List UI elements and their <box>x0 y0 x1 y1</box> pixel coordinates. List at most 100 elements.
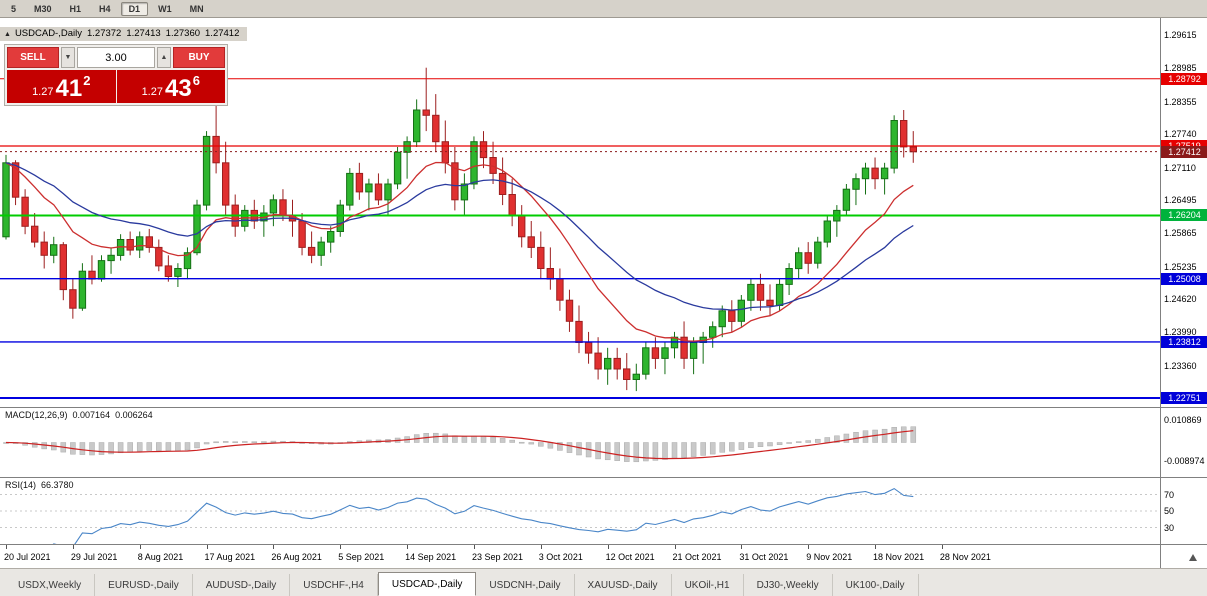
macd-name: MACD(12,26,9) <box>5 410 68 420</box>
date-tick <box>273 545 275 549</box>
axis-separator <box>1161 477 1207 478</box>
timeframe-toolbar: 5 M30 H1 H4 D1 W1 MN <box>0 0 1207 18</box>
date-label: 21 Oct 2021 <box>672 552 722 562</box>
timeframe-button-h1[interactable]: H1 <box>69 3 82 14</box>
date-label: 26 Aug 2021 <box>271 552 322 562</box>
macd-label: MACD(12,26,9) 0.007164 0.006264 <box>5 410 158 420</box>
rsi-panel[interactable]: RSI(14) 66.3780 <box>0 478 1160 545</box>
price-axis-label: 1.26495 <box>1164 195 1197 206</box>
date-tick <box>808 545 810 549</box>
rsi-axis-label: 70 <box>1164 489 1175 500</box>
macd-chart-canvas <box>3 426 917 463</box>
rsi-chart-canvas <box>0 487 1160 544</box>
price-axis-label: 1.23990 <box>1164 327 1197 338</box>
macd-panel[interactable]: MACD(12,26,9) 0.007164 0.006264 <box>0 408 1160 478</box>
volume-increase-icon[interactable]: ▲ <box>157 47 171 68</box>
timeframe-button-mn[interactable]: MN <box>189 3 204 14</box>
volume-decrease-icon[interactable]: ▼ <box>61 47 75 68</box>
price-tag-1-23812: 1.23812 <box>1161 335 1207 348</box>
tab-xauusd-daily[interactable]: XAUUSD-,Daily <box>575 574 672 596</box>
date-tick <box>674 545 676 549</box>
symbol-tabbar: USDX,Weekly EURUSD-,Daily AUDUSD-,Daily USD… <box>0 568 1207 596</box>
tab-dj30-weekly[interactable]: DJ30-,Weekly <box>744 574 833 596</box>
timeframe-button-h4[interactable]: H4 <box>99 3 111 14</box>
date-tick <box>407 545 409 549</box>
sell-price-display[interactable]: 1.27 41 2 <box>7 70 116 103</box>
price-axis-label: 1.25235 <box>1164 261 1197 272</box>
tab-usdchf-h4[interactable]: USDCHF-,H4 <box>290 574 378 596</box>
sell-button[interactable]: SELL <box>7 47 59 68</box>
trade-controls-row: SELL ▼ ▲ BUY <box>7 47 225 68</box>
price-axis-label: 1.28355 <box>1164 96 1197 107</box>
timeframe-button-d1[interactable]: D1 <box>120 1 149 16</box>
date-tick <box>139 545 141 549</box>
chart-title: ▲ USDCAD-,Daily 1.27372 1.27413 1.27360 1.274… <box>0 27 248 41</box>
sell-price-prefix: 1.27 <box>32 86 54 98</box>
axis-separator <box>1161 544 1207 545</box>
date-label: 8 Aug 2021 <box>137 552 184 562</box>
date-label: 17 Aug 2021 <box>204 552 256 562</box>
rsi-name: RSI(14) <box>5 480 37 490</box>
tab-ukoil-h1[interactable]: UKOil-,H1 <box>672 574 744 596</box>
tab-eurusd-daily[interactable]: EURUSD-,Daily <box>95 574 193 596</box>
date-tick <box>741 545 743 549</box>
rsi-axis-label: 50 <box>1164 506 1175 516</box>
date-tick <box>72 545 74 549</box>
sell-price-big: 41 <box>55 75 83 102</box>
date-label: 12 Oct 2021 <box>605 552 655 562</box>
tab-uk100-daily[interactable]: UK100-,Daily <box>833 574 919 596</box>
volume-input[interactable] <box>77 47 155 68</box>
macd-axis-label: 0.010869 <box>1164 414 1202 425</box>
ohlc-close: 1.27412 <box>205 28 240 39</box>
price-axis-label: 1.24620 <box>1164 294 1197 305</box>
main-chart-panel[interactable]: ▲ USDCAD-,Daily 1.27372 1.27413 1.27360 1.274… <box>0 18 1160 408</box>
axis-separator <box>1161 407 1207 408</box>
sell-price-pip: 2 <box>83 73 91 88</box>
buy-price-display[interactable]: 1.27 43 6 <box>116 70 225 103</box>
price-axis[interactable]: 1.29615 1.28985 1.28355 1.27740 1.27110 1.264… <box>1160 18 1207 568</box>
timeframe-button-5[interactable]: 5 <box>11 3 17 14</box>
date-label: 18 Nov 2021 <box>873 552 925 562</box>
one-click-trading-panel: SELL ▼ ▲ BUY 1.27 41 2 1.27 43 6 <box>4 44 228 106</box>
date-tick <box>6 545 7 549</box>
date-label: 5 Sep 2021 <box>338 552 385 562</box>
ohlc-open: 1.27372 <box>86 28 122 39</box>
date-tick <box>875 545 877 549</box>
rsi-axis-label: 30 <box>1164 522 1175 533</box>
macd-axis-label: -0.008974 <box>1164 456 1205 467</box>
date-tick <box>941 545 943 549</box>
timeframe-button-m30[interactable]: M30 <box>34 3 52 14</box>
date-label: 23 Sep 2021 <box>471 552 523 562</box>
price-axis-label: 1.27740 <box>1164 129 1197 140</box>
date-tick <box>206 545 208 549</box>
date-label: 28 Nov 2021 <box>939 552 991 562</box>
date-label: 14 Sep 2021 <box>405 552 457 562</box>
tab-usdcnh-daily[interactable]: USDCNH-,Daily <box>476 574 575 596</box>
tab-usdcad-daily[interactable]: USDCAD-,Daily <box>377 572 477 596</box>
date-label: 9 Nov 2021 <box>806 552 853 562</box>
price-tag-1-26204: 1.26204 <box>1161 209 1207 222</box>
date-axis[interactable]: 20 Jul 2021 29 Jul 2021 8 Aug 2021 17 Aug 2… <box>0 545 1160 568</box>
ohlc-low: 1.27360 <box>165 28 201 39</box>
price-axis-label: 1.28985 <box>1164 63 1197 74</box>
trade-prices-row: 1.27 41 2 1.27 43 6 <box>7 70 225 103</box>
buy-price-pip: 6 <box>192 73 200 88</box>
timeframe-button-w1[interactable]: W1 <box>158 3 172 14</box>
collapse-trade-panel-icon[interactable]: ▲ <box>4 31 11 38</box>
date-label: 31 Oct 2021 <box>739 552 789 562</box>
price-axis-label: 1.23360 <box>1164 360 1197 371</box>
rsi-label: RSI(14) 66.3780 <box>5 480 79 490</box>
price-tag-1-25008: 1.25008 <box>1161 272 1207 285</box>
date-tick <box>340 545 342 549</box>
tab-usdx-weekly[interactable]: USDX,Weekly <box>5 574 96 596</box>
chart-end-arrow-icon[interactable] <box>1189 554 1197 561</box>
date-tick <box>607 545 609 549</box>
buy-button[interactable]: BUY <box>173 47 225 68</box>
price-axis-label: 1.27110 <box>1164 162 1196 173</box>
buy-price-big: 43 <box>164 75 192 102</box>
macd-signal-value: 0.006264 <box>115 410 153 420</box>
price-axis-label: 1.25865 <box>1164 228 1197 239</box>
date-label: 20 Jul 2021 <box>4 552 51 562</box>
tab-audusd-daily[interactable]: AUDUSD-,Daily <box>193 574 291 596</box>
